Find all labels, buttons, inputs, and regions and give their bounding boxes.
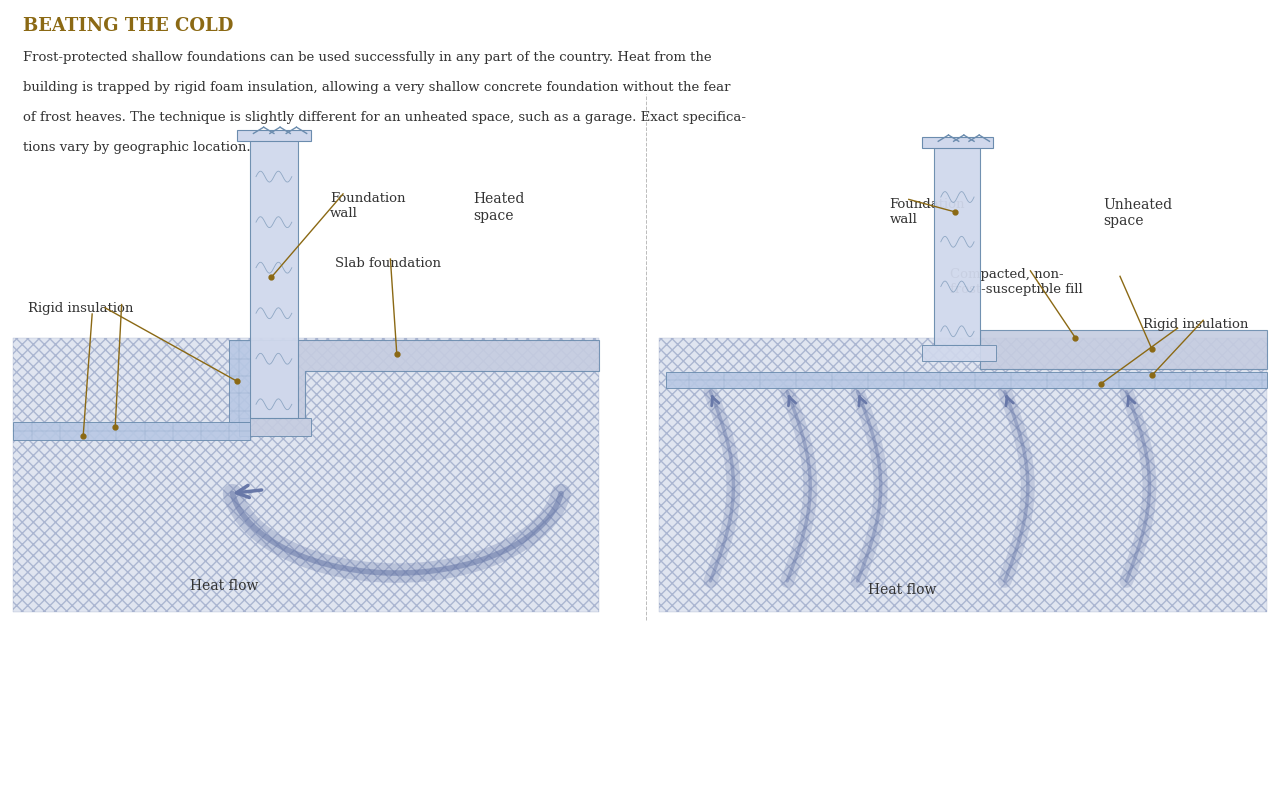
Text: Slab foundation: Slab foundation (335, 257, 442, 271)
Text: Foundation
wall: Foundation wall (330, 192, 406, 221)
Text: of frost heaves. The technique is slightly different for an unheated space, such: of frost heaves. The technique is slight… (23, 111, 746, 124)
Text: building is trapped by rigid foam insulation, allowing a very shallow concrete f: building is trapped by rigid foam insula… (23, 81, 731, 94)
Bar (250, 137, 298, 418)
Text: Frost-protected shallow foundations can be used successfully in any part of the : Frost-protected shallow foundations can … (23, 51, 712, 64)
Text: Heat flow: Heat flow (868, 582, 937, 597)
Bar (229, 340, 250, 422)
Text: Foundation
wall: Foundation wall (890, 198, 965, 226)
Bar (922, 137, 993, 148)
Bar (239, 418, 311, 436)
Bar (934, 145, 980, 345)
Text: Unheated
space: Unheated space (1103, 198, 1172, 228)
Bar (659, 338, 1267, 612)
Bar (666, 372, 1267, 388)
Text: Heat flow: Heat flow (189, 579, 259, 593)
Bar (980, 330, 1267, 369)
Text: Compacted, non-
frost-susceptible fill: Compacted, non- frost-susceptible fill (950, 268, 1083, 297)
Text: Heated
space: Heated space (474, 192, 525, 222)
Bar (13, 422, 250, 440)
Bar (922, 345, 996, 361)
Bar (237, 130, 311, 141)
Text: Rigid insulation: Rigid insulation (28, 302, 133, 316)
Polygon shape (250, 340, 599, 418)
Bar (13, 338, 599, 612)
Text: Rigid insulation: Rigid insulation (1143, 318, 1248, 331)
Text: tions vary by geographic location.: tions vary by geographic location. (23, 141, 251, 154)
Text: BEATING THE COLD: BEATING THE COLD (23, 17, 233, 35)
